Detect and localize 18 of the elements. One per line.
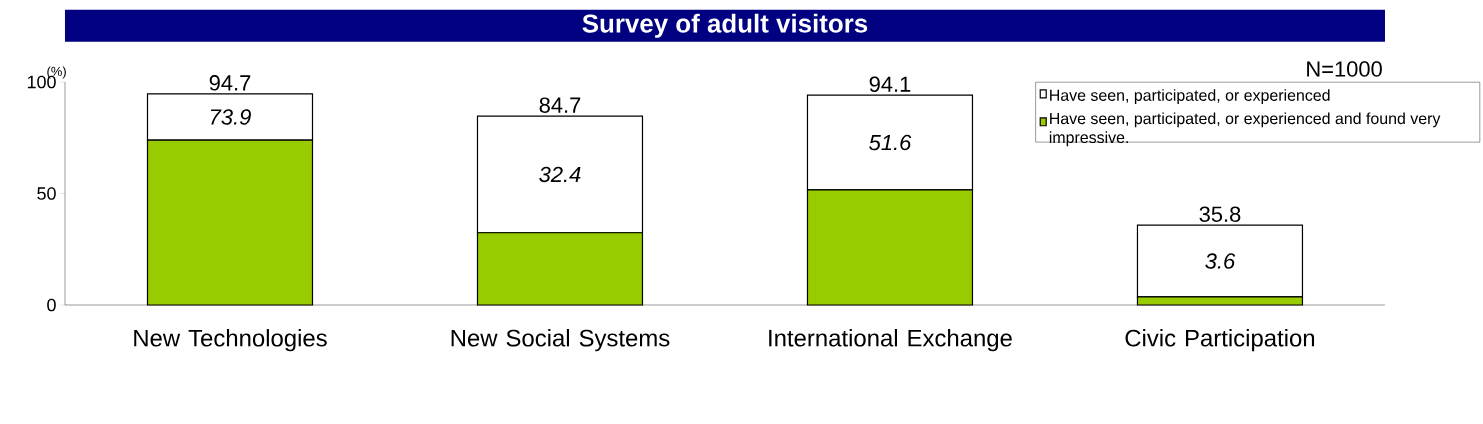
y-tick-label: 0 (47, 298, 56, 312)
x-tick-label: Civic Participation (1125, 329, 1315, 352)
total-label: 94.1 (869, 76, 911, 92)
chart-title: Survey of adult visitors (582, 13, 868, 38)
data-label: 51.6 (869, 134, 912, 151)
text: N=1000 (1307, 61, 1382, 77)
x-tick-label: New Social Systems (451, 329, 670, 352)
total-label: 94.7 (209, 75, 251, 91)
data-label: 73.9 (210, 109, 251, 125)
total-label: 84.7 (539, 97, 581, 113)
legend-label: Have seen, participated, or experienced (1050, 89, 1330, 105)
data-label: 32.4 (539, 166, 581, 183)
y-tick-label: 50 (37, 187, 56, 200)
x-tick-label: New Technologies (134, 329, 327, 352)
data-label: 3.6 (1205, 253, 1236, 269)
legend-label: Have seen, participated, or experienced and found very impressive. (1049, 112, 1441, 147)
total-label: 35.8 (1199, 206, 1241, 222)
x-tick-label: International Exchange (769, 329, 1012, 352)
